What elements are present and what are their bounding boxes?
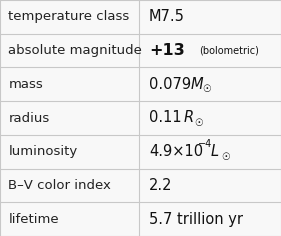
- Text: M7.5: M7.5: [149, 9, 185, 24]
- Text: 4.9×10: 4.9×10: [149, 144, 203, 159]
- Text: 5.7 trillion yr: 5.7 trillion yr: [149, 212, 243, 227]
- Text: −4: −4: [198, 139, 212, 149]
- Text: lifetime: lifetime: [8, 213, 59, 226]
- Text: temperature class: temperature class: [8, 10, 130, 23]
- Text: 0.11: 0.11: [149, 110, 184, 126]
- Text: (bolometric): (bolometric): [200, 46, 259, 55]
- Text: absolute magnitude: absolute magnitude: [8, 44, 142, 57]
- Text: radius: radius: [8, 111, 50, 125]
- Text: 2.2: 2.2: [149, 178, 173, 193]
- Text: ☉: ☉: [202, 84, 210, 94]
- Text: ☉: ☉: [221, 152, 230, 162]
- Text: M: M: [191, 77, 204, 92]
- Text: B–V color index: B–V color index: [8, 179, 111, 192]
- Text: L: L: [211, 144, 219, 159]
- Text: mass: mass: [8, 78, 43, 91]
- Text: ☉: ☉: [195, 118, 203, 128]
- Text: +13: +13: [149, 43, 185, 58]
- Text: 0.079: 0.079: [149, 77, 194, 92]
- Text: luminosity: luminosity: [8, 145, 78, 158]
- Text: R: R: [184, 110, 194, 126]
